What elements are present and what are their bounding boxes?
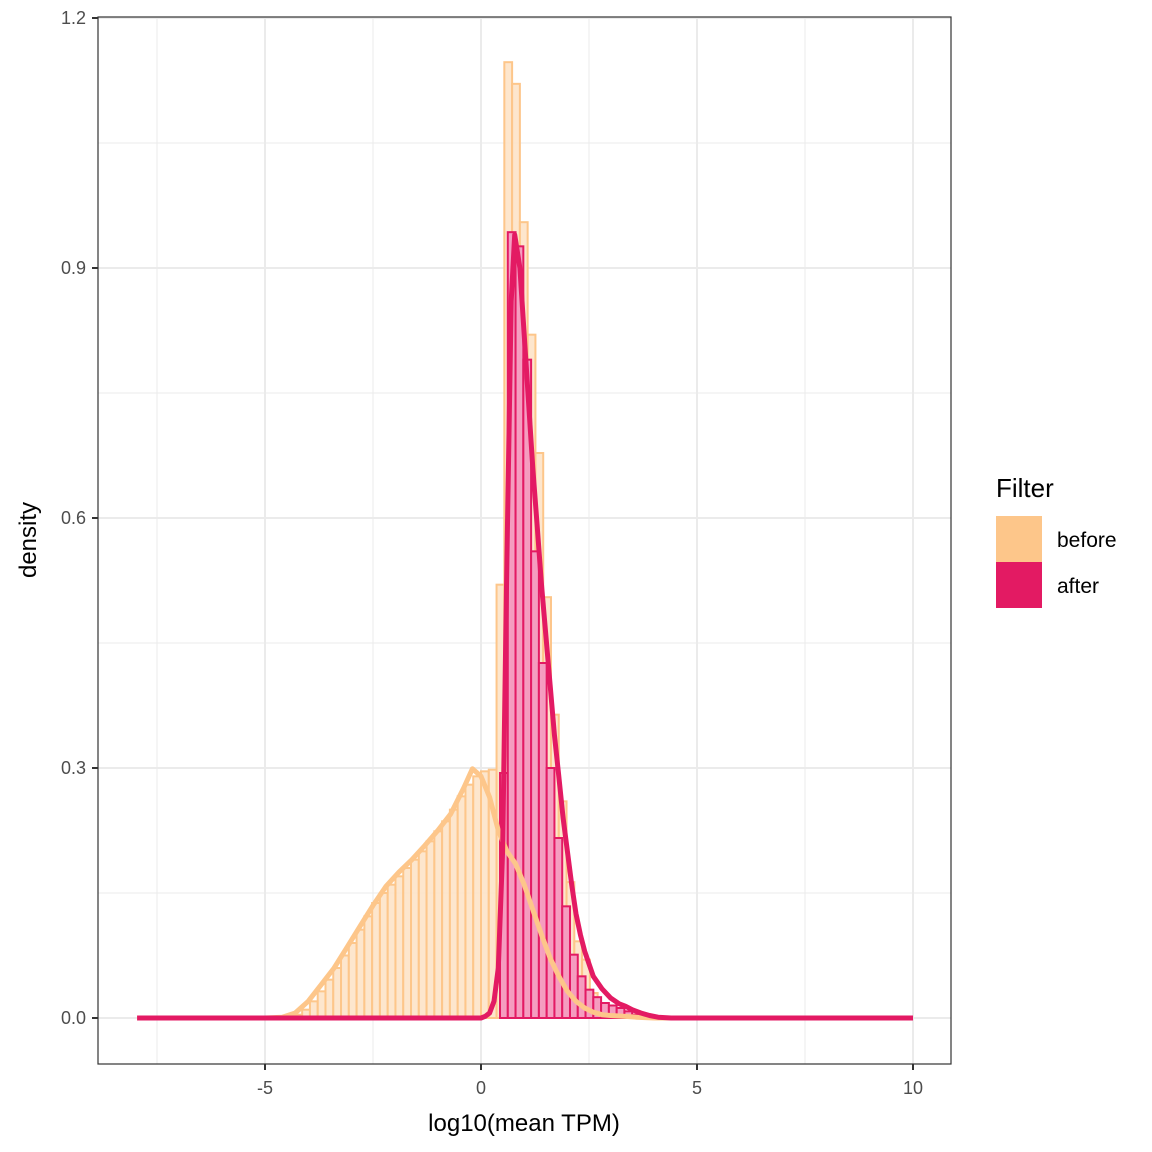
x-axis-title: log10(mean TPM) bbox=[428, 1110, 620, 1137]
histogram-bar-after bbox=[561, 905, 571, 1020]
y-axis: 0.0 0.3 0.6 0.9 1.2 bbox=[61, 8, 98, 1028]
histogram-bar-before bbox=[441, 820, 451, 1019]
histogram-bar-before bbox=[386, 883, 397, 1019]
density-curves bbox=[137, 232, 913, 1021]
legend-label-after: after bbox=[1057, 575, 1099, 598]
x-tick-label: 5 bbox=[692, 1078, 702, 1098]
histogram-bar-before bbox=[448, 808, 459, 1019]
x-axis: -5 0 5 10 bbox=[257, 1064, 923, 1098]
histogram-bar-before bbox=[464, 783, 475, 1019]
panel-frame bbox=[97, 16, 952, 1065]
density-curve-before bbox=[137, 766, 913, 1021]
histogram-bar-after bbox=[514, 245, 525, 1019]
x-tick-label: 0 bbox=[476, 1078, 486, 1098]
histogram-bar-after bbox=[568, 953, 579, 1020]
histogram-bar-before bbox=[378, 892, 389, 1019]
legend: Filter before after bbox=[996, 473, 1117, 608]
histogram-bar-before bbox=[425, 840, 436, 1019]
y-tick-label: 0.0 bbox=[61, 1008, 86, 1028]
histogram-bar-before bbox=[394, 875, 405, 1020]
histogram-bar-before bbox=[324, 978, 335, 1019]
histogram-bar-before bbox=[402, 867, 413, 1020]
y-tick-label: 0.9 bbox=[61, 258, 86, 278]
y-tick-label: 0.6 bbox=[61, 508, 86, 528]
legend-swatch-before bbox=[996, 516, 1042, 562]
histogram-bar-before bbox=[332, 967, 343, 1019]
histogram-bar-before bbox=[363, 915, 374, 1019]
panel-border bbox=[97, 16, 952, 1065]
histogram-bar-before bbox=[433, 830, 444, 1020]
histogram-bar-before bbox=[316, 990, 327, 1019]
density-curve-after bbox=[137, 232, 913, 1021]
histogram-bar-before bbox=[472, 775, 482, 1019]
x-tick-label: 10 bbox=[903, 1078, 923, 1098]
legend-title: Filter bbox=[996, 473, 1054, 503]
histogram-bar-before bbox=[371, 902, 381, 1020]
histogram-bar-before bbox=[480, 770, 490, 1019]
histogram-bar-before bbox=[347, 942, 358, 1020]
histogram-bar-before bbox=[410, 858, 420, 1019]
histogram-bar-before bbox=[417, 850, 428, 1019]
histogram-bar-after bbox=[545, 767, 556, 1019]
x-tick-label: -5 bbox=[257, 1078, 273, 1098]
histogram-bar-after bbox=[553, 837, 564, 1020]
y-axis-title: density bbox=[15, 502, 42, 578]
histogram-bar-before bbox=[456, 795, 467, 1020]
y-tick-label: 1.2 bbox=[61, 8, 86, 28]
histogram-bar-after bbox=[537, 662, 548, 1019]
histogram-bar-before bbox=[340, 954, 350, 1019]
y-tick-label: 0.3 bbox=[61, 758, 86, 778]
legend-swatch-after bbox=[996, 562, 1042, 608]
histogram-bar-after bbox=[576, 975, 587, 1019]
legend-label-before: before bbox=[1057, 529, 1117, 552]
histogram-bar-after bbox=[530, 550, 540, 1019]
histogram-bar-before bbox=[355, 928, 366, 1019]
